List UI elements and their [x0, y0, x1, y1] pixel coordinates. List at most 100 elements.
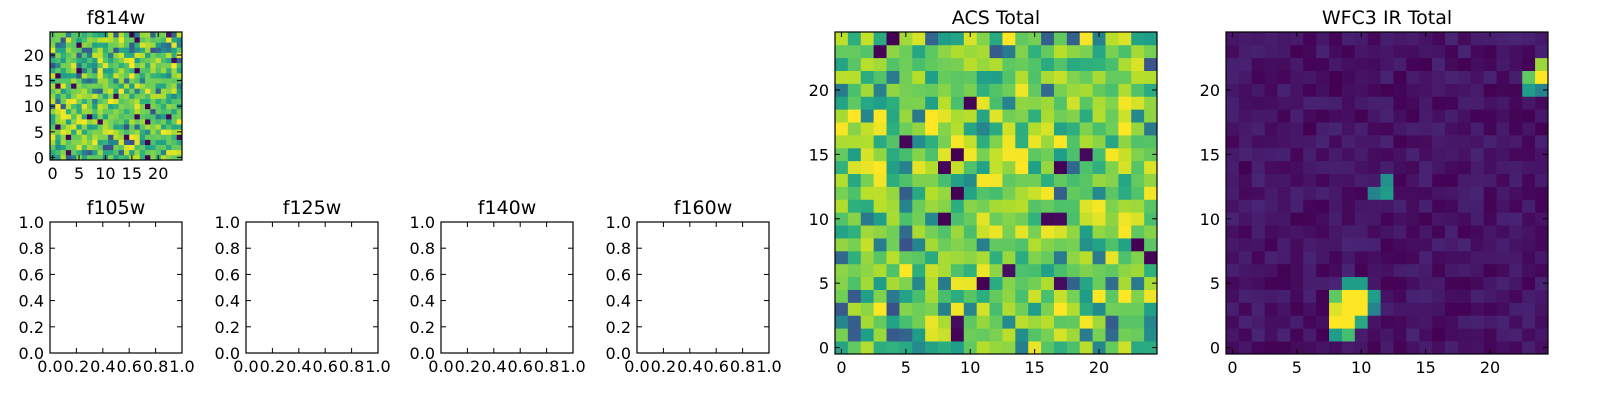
heatmap-cell	[1066, 96, 1081, 110]
heatmap-cell	[65, 124, 72, 130]
heatmap-cell	[1066, 250, 1081, 265]
heatmap-cell	[1496, 96, 1510, 110]
heatmap-cell	[92, 139, 98, 145]
x-tick-label: 15	[1024, 358, 1044, 377]
heatmap-cell	[76, 139, 83, 145]
heatmap-cell	[938, 96, 952, 110]
heatmap-cell	[1290, 32, 1304, 46]
heatmap-cell	[1251, 212, 1265, 226]
heatmap-cell	[886, 96, 900, 110]
heatmap-cell	[60, 72, 67, 79]
heatmap-cell	[1329, 276, 1343, 290]
heatmap-cell	[60, 124, 67, 130]
heatmap-cell	[160, 88, 167, 94]
heatmap-cell	[113, 88, 119, 94]
heatmap-cell	[886, 199, 900, 213]
heatmap-cell	[176, 72, 183, 79]
heatmap-cell	[166, 88, 172, 94]
heatmap-cell	[963, 225, 978, 239]
heatmap-cell	[1118, 302, 1132, 316]
heatmap-cell	[925, 83, 939, 97]
heatmap-cell	[950, 147, 965, 162]
heatmap-cell	[1118, 173, 1132, 187]
heatmap-cell	[1053, 109, 1068, 123]
heatmap-cell	[938, 57, 952, 71]
heatmap-cell	[1015, 147, 1029, 162]
heatmap-cell	[1329, 160, 1343, 175]
heatmap-cell	[92, 93, 98, 99]
heatmap-cell	[1238, 147, 1253, 162]
heatmap-cell	[1496, 315, 1510, 329]
heatmap-cell	[60, 32, 67, 38]
heatmap-cell	[171, 154, 178, 161]
heatmap-cell	[65, 88, 72, 94]
heatmap-cell	[1522, 160, 1536, 175]
heatmap-cell	[1432, 135, 1446, 149]
heatmap-cell	[1341, 122, 1356, 136]
heatmap-cell	[118, 108, 125, 115]
heatmap-cell	[139, 134, 146, 140]
heatmap-cell	[1393, 57, 1407, 71]
heatmap-cell	[86, 113, 93, 120]
heatmap-cell	[1470, 32, 1484, 46]
heatmap-cell	[1015, 328, 1029, 342]
heatmap-cell	[1303, 199, 1317, 213]
heatmap-cell	[1002, 109, 1016, 123]
heatmap-cell	[81, 129, 88, 135]
heatmap-cell	[963, 276, 978, 290]
heatmap-cell	[950, 276, 965, 290]
heatmap-cell	[1316, 135, 1330, 149]
heatmap-cell	[76, 88, 83, 94]
heatmap-cell	[1118, 70, 1132, 84]
heatmap-cell	[108, 67, 114, 74]
heatmap-cell	[1406, 341, 1420, 355]
heatmap-cell	[950, 250, 965, 265]
heatmap-cell	[55, 98, 61, 105]
heatmap-cell	[1522, 302, 1536, 316]
heatmap-cell	[989, 147, 1003, 162]
heatmap-cell	[1041, 32, 1055, 46]
heatmap-cell	[886, 83, 900, 97]
heatmap-cell	[886, 122, 900, 136]
heatmap-cell	[1028, 263, 1042, 278]
heatmap-cell	[145, 119, 151, 125]
heatmap-cell	[86, 149, 93, 156]
heatmap-cell	[835, 96, 849, 110]
heatmap-cell	[1277, 44, 1291, 59]
heatmap-cell	[1028, 122, 1042, 136]
heatmap-cell	[1329, 173, 1343, 187]
heatmap-cell	[1131, 186, 1145, 200]
heatmap-cell	[1316, 32, 1330, 46]
heatmap-cell	[155, 113, 162, 120]
heatmap-cell	[60, 67, 67, 74]
heatmap-cell	[60, 98, 67, 105]
heatmap-cell	[60, 129, 67, 135]
heatmap-cell	[1329, 199, 1343, 213]
heatmap-cell	[1406, 238, 1420, 252]
heatmap-cell	[1316, 328, 1330, 342]
y-tick-label: 0	[34, 148, 44, 167]
heatmap-cell	[938, 341, 952, 355]
heatmap-cell	[92, 83, 98, 89]
heatmap-cell	[938, 173, 952, 187]
heatmap-cell	[1277, 276, 1291, 290]
heatmap-cell	[1066, 57, 1081, 71]
heatmap-cell	[1483, 302, 1497, 316]
heatmap-cell	[166, 42, 172, 48]
heatmap-cell	[150, 113, 156, 120]
heatmap-cell	[65, 47, 72, 53]
heatmap-cell	[171, 67, 178, 74]
heatmap-cell	[145, 129, 151, 135]
heatmap-cell	[1509, 186, 1523, 200]
heatmap-cell	[160, 103, 167, 110]
heatmap-cell	[847, 122, 862, 136]
heatmap-cell	[150, 98, 156, 105]
heatmap-cell	[950, 225, 965, 239]
heatmap-cell	[1354, 289, 1369, 303]
heatmap-cell	[860, 328, 874, 342]
heatmap-cell	[1329, 250, 1343, 265]
heatmap-cell	[1367, 57, 1381, 71]
heatmap-cell	[1367, 173, 1381, 187]
heatmap-cell	[160, 98, 167, 105]
